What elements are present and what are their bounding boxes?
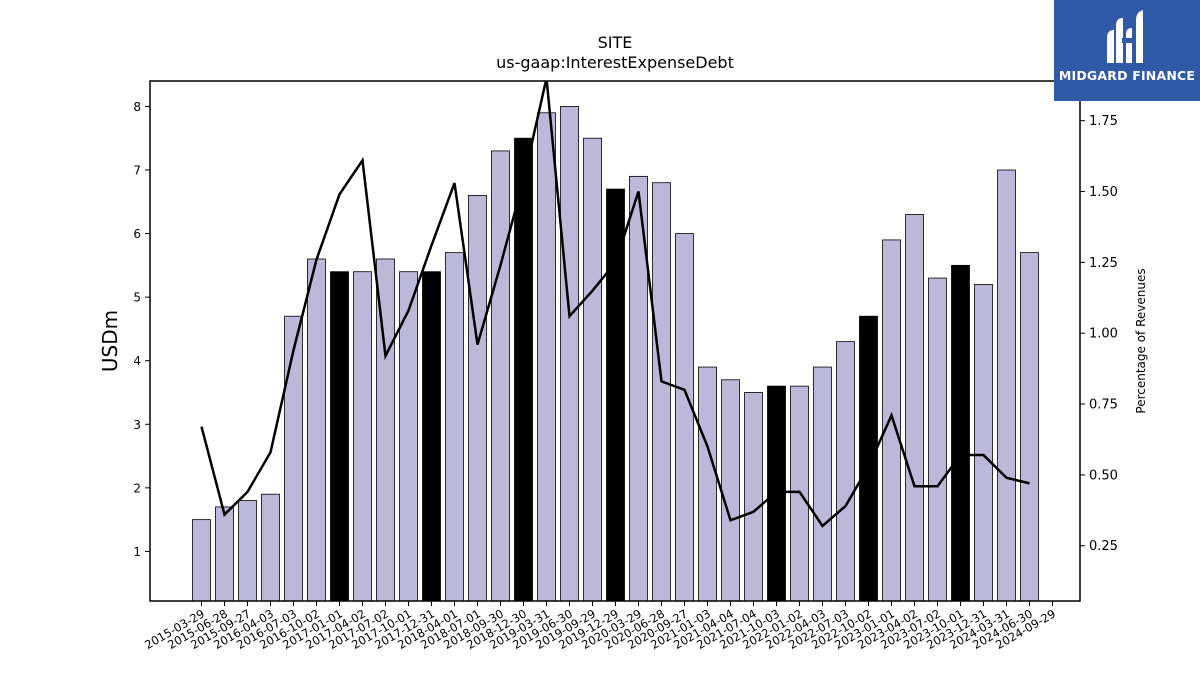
bar	[330, 271, 349, 602]
y2-tick-label: 0.50	[1089, 468, 1118, 483]
bar	[537, 112, 556, 602]
y-axis: 1 2 3 4 5 6 7 8	[133, 100, 150, 559]
bar	[698, 366, 717, 602]
bar	[652, 182, 671, 602]
bar	[583, 137, 602, 602]
y-tick-label: 4	[133, 354, 141, 368]
bar	[997, 169, 1016, 602]
y-axis-label: USDm	[98, 310, 122, 372]
bar	[859, 315, 878, 602]
y2-tick-label: 1.00	[1089, 327, 1118, 342]
bar	[261, 493, 280, 602]
bar	[307, 258, 326, 602]
y-tick-label: 3	[133, 418, 141, 432]
bar	[721, 379, 740, 602]
chart-subtitle: us-gaap:InterestExpenseDebt	[496, 53, 734, 72]
x-axis: 2015-03-292015-06-282015-09-272016-04-03…	[142, 601, 1058, 652]
y-tick-label: 1	[133, 545, 141, 559]
bar	[767, 385, 786, 602]
y-tick-label: 5	[133, 291, 141, 305]
bar	[928, 277, 947, 602]
y2-axis-label: Percentage of Revenues	[1134, 268, 1148, 413]
bar	[215, 506, 234, 602]
bar	[882, 239, 901, 602]
y-tick-label: 7	[133, 163, 141, 177]
line-group	[200, 81, 1030, 528]
bar	[951, 264, 970, 602]
chart-title: SITE	[598, 33, 633, 52]
bar	[353, 271, 372, 602]
bar	[468, 195, 487, 602]
bar	[284, 315, 303, 602]
bar	[675, 233, 694, 602]
bar	[606, 188, 625, 602]
bar	[974, 284, 993, 602]
bar	[836, 341, 855, 602]
y2-tick-label: 0.25	[1089, 539, 1118, 554]
bar	[1020, 252, 1039, 602]
bar	[238, 500, 257, 602]
bar	[445, 252, 464, 602]
y-tick-label: 8	[133, 100, 141, 114]
y2-tick-label: 0.75	[1089, 398, 1118, 413]
bar	[905, 214, 924, 602]
y2-tick-label: 1.75	[1089, 114, 1118, 129]
bars-group	[192, 106, 1039, 602]
y2-axis: 0.25 0.50 0.75 1.00 1.25 1.50 1.75	[1080, 114, 1118, 554]
bar	[192, 519, 211, 602]
y-tick-label: 6	[133, 227, 141, 241]
y2-tick-label: 1.25	[1089, 256, 1118, 271]
bar	[491, 150, 510, 602]
y2-tick-label: 1.50	[1089, 185, 1118, 200]
logo: MIDGARD FINANCE	[1054, 0, 1200, 101]
line-series	[200, 81, 1030, 528]
bar	[422, 271, 441, 602]
bar	[744, 392, 763, 602]
bar	[560, 106, 579, 602]
midgard-logo-icon	[1107, 10, 1143, 63]
logo-text: MIDGARD FINANCE	[1058, 68, 1196, 83]
bar	[813, 366, 832, 602]
y-tick-label: 2	[133, 481, 141, 495]
